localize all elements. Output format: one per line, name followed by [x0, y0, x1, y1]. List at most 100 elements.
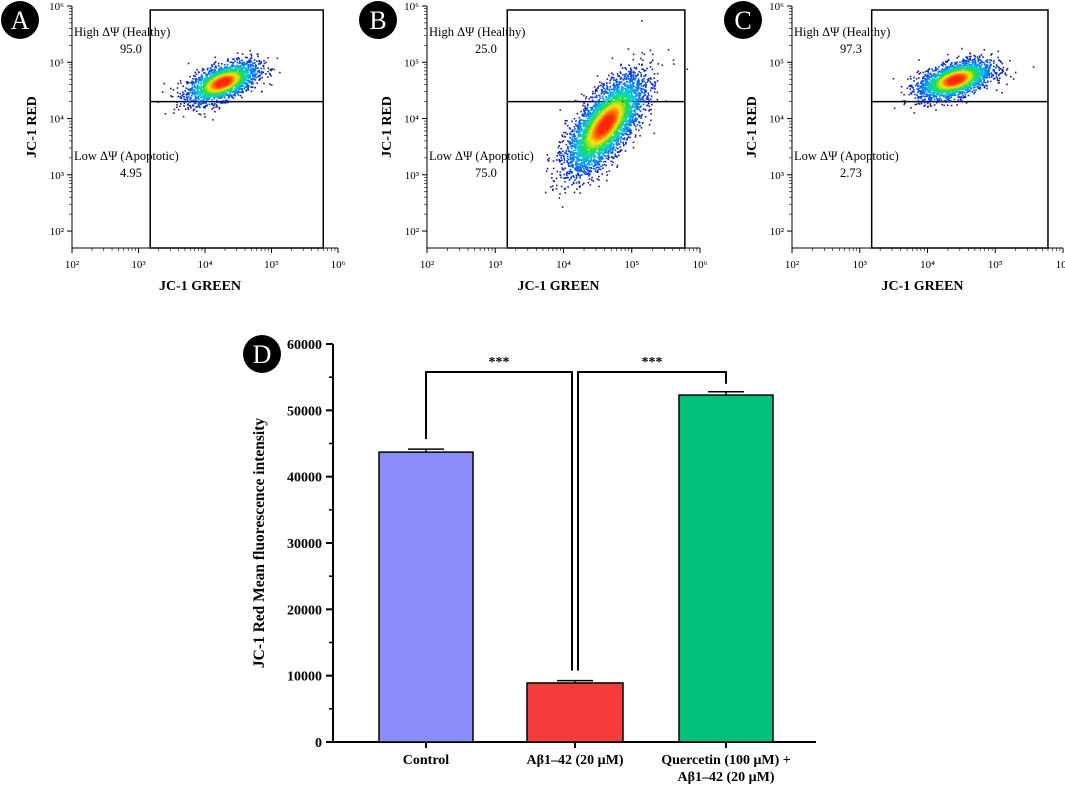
scatter-point — [630, 85, 633, 88]
scatter-point — [608, 94, 610, 97]
scatter-point — [600, 149, 602, 152]
scatter-point — [573, 139, 576, 142]
scatter-point — [193, 108, 195, 111]
scatter-point — [247, 79, 249, 82]
scatter-point — [624, 132, 626, 135]
scatter-point — [176, 87, 179, 89]
scatter-point — [626, 127, 629, 129]
scatter-point — [618, 96, 620, 98]
scatter-point — [213, 92, 216, 95]
scatter-point — [602, 142, 605, 145]
scatter-point — [241, 90, 244, 92]
scatter-point — [577, 160, 579, 162]
scatter-point — [635, 107, 638, 109]
scatter-point — [605, 150, 607, 152]
scatter-point — [578, 135, 580, 137]
scatter-point — [610, 135, 613, 137]
scatter-point — [249, 74, 252, 77]
scatter-point — [238, 66, 240, 69]
scatter-point — [232, 69, 235, 71]
scatter-point — [220, 102, 222, 104]
scatter-point — [218, 107, 221, 109]
scatter-point — [610, 78, 612, 81]
scatter-point — [620, 72, 622, 74]
scatter-point — [605, 96, 607, 99]
scatter-point — [631, 79, 634, 82]
scatter-point — [614, 153, 616, 156]
scatter-point — [232, 58, 234, 60]
scatter-point — [621, 85, 623, 88]
scatter-point — [239, 73, 242, 76]
scatter-point — [640, 74, 643, 76]
scatter-point — [194, 98, 196, 100]
scatter-point — [589, 151, 591, 153]
scatter-point — [647, 98, 649, 100]
scatter-point — [232, 77, 235, 79]
scatter-point — [631, 96, 633, 99]
scatter-point — [567, 172, 569, 175]
scatter-point — [641, 59, 644, 62]
scatter-point — [634, 97, 636, 99]
scatter-point — [210, 93, 212, 95]
scatter-point — [257, 70, 260, 72]
scatter-point — [582, 159, 584, 161]
y-tick-label: 10⁵ — [404, 57, 419, 69]
scatter-point — [217, 70, 220, 72]
scatter-point — [572, 140, 574, 143]
scatter-point — [201, 90, 203, 92]
scatter-point — [211, 69, 214, 71]
x-tick-label: 10² — [420, 259, 435, 271]
scatter-point — [211, 64, 213, 66]
scatter-point — [647, 79, 649, 81]
scatter-point — [639, 124, 641, 127]
scatter-point — [588, 159, 591, 162]
scatter-point — [222, 73, 224, 75]
scatter-point — [588, 170, 590, 172]
scatter-point — [206, 94, 209, 97]
scatter-point — [598, 151, 601, 153]
scatter-point — [245, 68, 248, 71]
scatter-point — [270, 84, 273, 86]
scatter-point — [618, 127, 621, 130]
scatter-point — [579, 135, 582, 137]
scatter-point — [591, 155, 594, 157]
scatter-point — [625, 78, 628, 80]
scatter-point — [601, 164, 604, 167]
scatter-point — [566, 161, 568, 163]
scatter-point — [233, 77, 236, 80]
scatter-point — [631, 116, 633, 119]
scatter-point — [187, 108, 190, 111]
scatter-point — [196, 93, 199, 95]
scatter-point — [619, 95, 622, 98]
scatter-point — [623, 101, 625, 104]
scatter-point — [626, 137, 629, 139]
scatter-point — [573, 146, 576, 148]
scatter-point — [571, 145, 574, 147]
scatter-point — [189, 89, 192, 91]
scatter-point — [618, 97, 620, 99]
scatter-point — [651, 68, 654, 71]
scatter-point — [638, 83, 641, 86]
scatter-point — [624, 67, 626, 69]
scatter-point — [616, 73, 619, 75]
scatter-point — [650, 119, 652, 122]
scatter-point — [230, 86, 233, 88]
scatter-point — [615, 143, 618, 146]
scatter-point — [614, 134, 617, 137]
scatter-point — [656, 80, 659, 82]
scatter-point — [179, 79, 182, 82]
scatter-point — [586, 163, 588, 165]
scatter-point — [584, 164, 587, 167]
scatter-point — [194, 102, 197, 104]
scatter-point — [257, 67, 259, 69]
scatter-point — [592, 111, 594, 114]
scatter-point — [630, 70, 633, 72]
scatter-point — [279, 71, 281, 74]
scatter-point — [192, 99, 194, 101]
scatter-point — [209, 94, 211, 96]
scatter-point — [621, 99, 623, 101]
scatter-point — [612, 146, 615, 149]
scatter-point — [617, 140, 619, 142]
scatter-point — [571, 147, 573, 149]
scatter-point — [619, 78, 622, 80]
